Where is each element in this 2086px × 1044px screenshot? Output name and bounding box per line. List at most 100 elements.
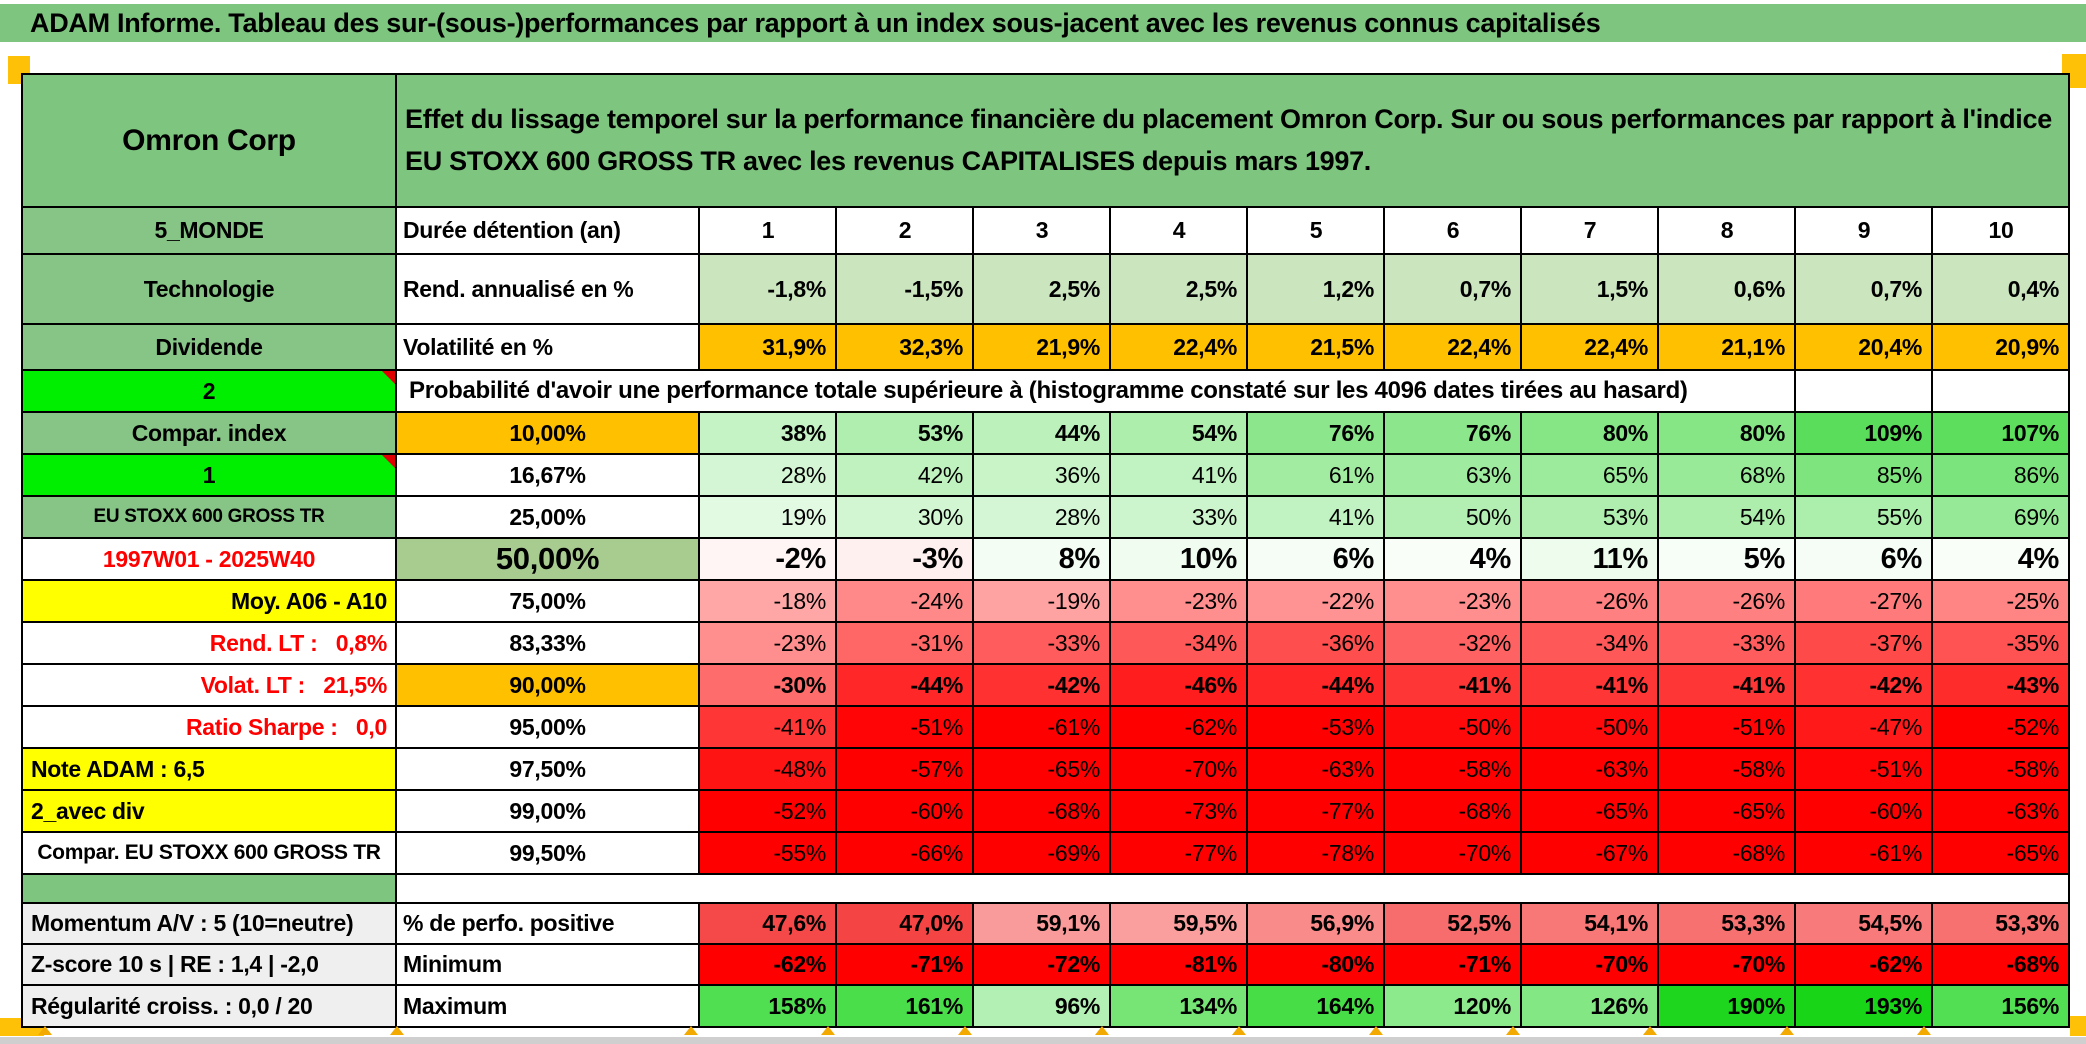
value-cell[interactable]: 3 (972, 206, 1111, 255)
value-cell[interactable]: -47% (1794, 705, 1933, 749)
value-cell[interactable]: 69% (1930, 495, 2071, 539)
value-cell[interactable]: -1,5% (835, 253, 974, 325)
value-cell[interactable]: -68% (972, 789, 1111, 833)
value-cell[interactable]: -53% (1246, 705, 1385, 749)
empty-cell[interactable] (394, 873, 2071, 904)
value-cell[interactable]: -24% (835, 579, 974, 623)
value-cell[interactable]: -58% (1657, 747, 1796, 791)
value-cell[interactable]: 38% (698, 411, 837, 455)
value-cell[interactable]: 1,5% (1520, 253, 1659, 325)
value-cell[interactable]: -46% (1109, 663, 1248, 707)
value-cell[interactable]: -32% (1383, 621, 1522, 665)
value-cell[interactable]: -23% (1109, 579, 1248, 623)
value-cell[interactable]: 109% (1794, 411, 1933, 455)
value-cell[interactable]: -71% (835, 943, 974, 986)
value-cell[interactable]: -77% (1246, 789, 1385, 833)
value-cell[interactable]: -63% (1520, 747, 1659, 791)
value-cell[interactable]: 5% (1657, 537, 1796, 581)
value-cell[interactable]: -42% (972, 663, 1111, 707)
row-metric-label[interactable]: 83,33% (395, 621, 700, 665)
value-cell[interactable]: 96% (972, 984, 1111, 1028)
value-cell[interactable]: -72% (972, 943, 1111, 986)
row-metric-label[interactable]: Durée détention (an) (395, 206, 700, 255)
value-cell[interactable]: 4 (1109, 206, 1248, 255)
value-cell[interactable]: 53% (1520, 495, 1659, 539)
value-cell[interactable]: -80% (1246, 943, 1385, 986)
value-cell[interactable]: 4% (1930, 537, 2071, 581)
value-cell[interactable]: 7 (1520, 206, 1659, 255)
row-metric-label[interactable]: Minimum (395, 943, 700, 986)
value-cell[interactable]: 193% (1794, 984, 1933, 1028)
value-cell[interactable]: -2% (698, 537, 837, 581)
value-cell[interactable]: -1,8% (698, 253, 837, 325)
value-cell[interactable]: -58% (1930, 747, 2071, 791)
value-cell[interactable]: -55% (698, 831, 837, 875)
row-metric-label[interactable]: Volatilité en % (395, 323, 700, 371)
row-left-label[interactable]: Régularité croiss. : 0,0 / 20 (21, 984, 397, 1028)
value-cell[interactable]: 31,9% (698, 323, 837, 371)
row-metric-label[interactable]: 75,00% (395, 579, 700, 623)
value-cell[interactable]: -48% (698, 747, 837, 791)
value-cell[interactable]: 20,9% (1930, 323, 2071, 371)
value-cell[interactable]: 42% (835, 453, 974, 497)
value-cell[interactable]: 50% (1383, 495, 1522, 539)
row-left-label[interactable]: Volat. LT : 21,5% (21, 663, 397, 707)
value-cell[interactable]: 20,4% (1794, 323, 1933, 371)
value-cell[interactable]: -33% (1657, 621, 1796, 665)
value-cell[interactable]: 41% (1109, 453, 1248, 497)
row-metric-label[interactable]: % de perfo. positive (395, 902, 700, 945)
value-cell[interactable]: -30% (698, 663, 837, 707)
value-cell[interactable]: -33% (972, 621, 1111, 665)
value-cell[interactable]: -63% (1930, 789, 2071, 833)
value-cell[interactable]: -51% (1657, 705, 1796, 749)
value-cell[interactable]: 55% (1794, 495, 1933, 539)
row-left-label[interactable]: 5_MONDE (21, 206, 397, 255)
row-metric-label[interactable]: Maximum (395, 984, 700, 1028)
value-cell[interactable]: 5 (1246, 206, 1385, 255)
value-cell[interactable]: -57% (835, 747, 974, 791)
value-cell[interactable]: 54% (1109, 411, 1248, 455)
value-cell[interactable]: -71% (1383, 943, 1522, 986)
value-cell[interactable]: 56,9% (1246, 902, 1385, 945)
value-cell[interactable]: -42% (1794, 663, 1933, 707)
value-cell[interactable]: -78% (1246, 831, 1385, 875)
value-cell[interactable]: -61% (1794, 831, 1933, 875)
row-left-label[interactable]: EU STOXX 600 GROSS TR (21, 495, 397, 539)
row-left-label[interactable]: 2 (21, 369, 397, 413)
value-cell[interactable]: 80% (1657, 411, 1796, 455)
row-left-label[interactable]: Note ADAM : 6,5 (21, 747, 397, 791)
value-cell[interactable]: 52,5% (1383, 902, 1522, 945)
value-cell[interactable]: -19% (972, 579, 1111, 623)
value-cell[interactable]: -77% (1109, 831, 1248, 875)
value-cell[interactable]: 158% (698, 984, 837, 1028)
value-cell[interactable]: 30% (835, 495, 974, 539)
value-cell[interactable]: -61% (972, 705, 1111, 749)
value-cell[interactable]: 11% (1520, 537, 1659, 581)
value-cell[interactable]: 65% (1520, 453, 1659, 497)
value-cell[interactable]: 22,4% (1109, 323, 1248, 371)
value-cell[interactable]: 134% (1109, 984, 1248, 1028)
value-cell[interactable]: -68% (1930, 943, 2071, 986)
empty-cell[interactable] (1930, 369, 2071, 413)
value-cell[interactable]: -3% (835, 537, 974, 581)
value-cell[interactable]: 6% (1794, 537, 1933, 581)
value-cell[interactable]: 41% (1246, 495, 1385, 539)
value-cell[interactable]: 126% (1520, 984, 1659, 1028)
row-metric-label[interactable]: 95,00% (395, 705, 700, 749)
value-cell[interactable]: 0,4% (1930, 253, 2071, 325)
value-cell[interactable]: 21,1% (1657, 323, 1796, 371)
row-metric-label[interactable]: 97,50% (395, 747, 700, 791)
value-cell[interactable]: -26% (1520, 579, 1659, 623)
fund-name-cell[interactable]: Omron Corp (21, 73, 397, 208)
value-cell[interactable]: 54% (1657, 495, 1796, 539)
row-left-label[interactable]: Technologie (21, 253, 397, 325)
row-metric-label[interactable]: 90,00% (395, 663, 700, 707)
value-cell[interactable]: -31% (835, 621, 974, 665)
value-cell[interactable]: -23% (698, 621, 837, 665)
value-cell[interactable]: -70% (1383, 831, 1522, 875)
value-cell[interactable]: -70% (1657, 943, 1796, 986)
value-cell[interactable]: -70% (1520, 943, 1659, 986)
value-cell[interactable]: 53,3% (1930, 902, 2071, 945)
value-cell[interactable]: -62% (1109, 705, 1248, 749)
row-left-label[interactable]: Moy. A06 - A10 (21, 579, 397, 623)
